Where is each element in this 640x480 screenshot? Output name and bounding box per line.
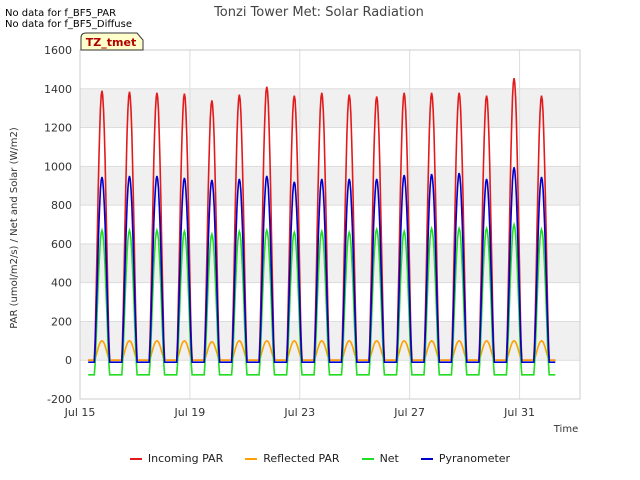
x-tick-label: Jul 27 xyxy=(393,406,425,419)
y-tick-label: 400 xyxy=(51,277,72,290)
y-tick-label: 0 xyxy=(65,354,72,367)
grid-band xyxy=(80,50,580,89)
legend-label-incoming-par: Incoming PAR xyxy=(147,452,224,465)
y-tick-label: 1600 xyxy=(44,44,72,57)
grid-band xyxy=(80,127,580,167)
y-tick-label: 200 xyxy=(51,315,72,328)
legend-item-pyranometer: Pyranometer xyxy=(420,452,511,465)
legend-item-net: Net xyxy=(361,452,399,465)
y-tick-label: 1200 xyxy=(44,122,72,135)
grid-band xyxy=(80,282,580,322)
y-tick-label: 1400 xyxy=(44,83,72,96)
plot-frame xyxy=(79,49,581,400)
legend-item-incoming-par: Incoming PAR xyxy=(129,452,224,465)
grid-band xyxy=(80,360,580,399)
series-line-reflected-par xyxy=(88,339,556,361)
grid-band xyxy=(80,205,580,244)
y-axis-label: PAR (umol/m2/s) / Net and Solar (W/m2) xyxy=(9,127,20,329)
x-tick-labels: Jul 15 Jul 19 Jul 23 Jul 27 Jul 31 xyxy=(64,406,535,419)
legend-swatch-net xyxy=(361,457,374,460)
no-data-note-par: No data for f_BF5_PAR xyxy=(5,8,117,19)
x-tick-label: Jul 19 xyxy=(174,406,206,419)
station-badge-label: TZ_tmet xyxy=(86,36,136,49)
legend-swatch-reflected-par xyxy=(245,457,258,460)
legend-label-pyranometer: Pyranometer xyxy=(438,452,511,465)
series-line-pyranometer xyxy=(88,167,556,363)
legend-item-reflected-par: Reflected PAR xyxy=(245,452,340,465)
grid-band xyxy=(80,243,580,283)
legend-swatch-pyranometer xyxy=(420,457,433,460)
no-data-note-diffuse: No data for f_BF5_Diffuse xyxy=(5,19,132,30)
legend: Incoming PAR Reflected PAR Net Pyranomet… xyxy=(0,452,640,465)
chart-title: Tonzi Tower Met: Solar Radiation xyxy=(213,5,424,20)
background-bands xyxy=(80,50,580,399)
grid-band xyxy=(80,166,580,206)
x-tick-label: Jul 31 xyxy=(503,406,535,419)
grid-band xyxy=(80,88,580,128)
y-tick-labels: -200 0 200 400 600 800 1000 1200 1400 1600 xyxy=(44,44,72,406)
x-tick-label: Jul 23 xyxy=(283,406,315,419)
x-tick-label: Jul 15 xyxy=(64,406,96,419)
y-tick-label: 800 xyxy=(51,199,72,212)
y-tick-label: -200 xyxy=(47,393,72,406)
station-badge: TZ_tmet xyxy=(80,32,144,51)
x-axis-label: Time xyxy=(553,424,578,435)
y-tick-label: 1000 xyxy=(44,160,72,173)
y-tick-label: 600 xyxy=(51,238,72,251)
series-group xyxy=(88,77,556,376)
legend-swatch-incoming-par xyxy=(129,457,142,460)
legend-label-net: Net xyxy=(379,452,399,465)
legend-label-reflected-par: Reflected PAR xyxy=(263,452,340,465)
chart: Tonzi Tower Met: Solar Radiation -200 0 20… xyxy=(9,5,581,435)
